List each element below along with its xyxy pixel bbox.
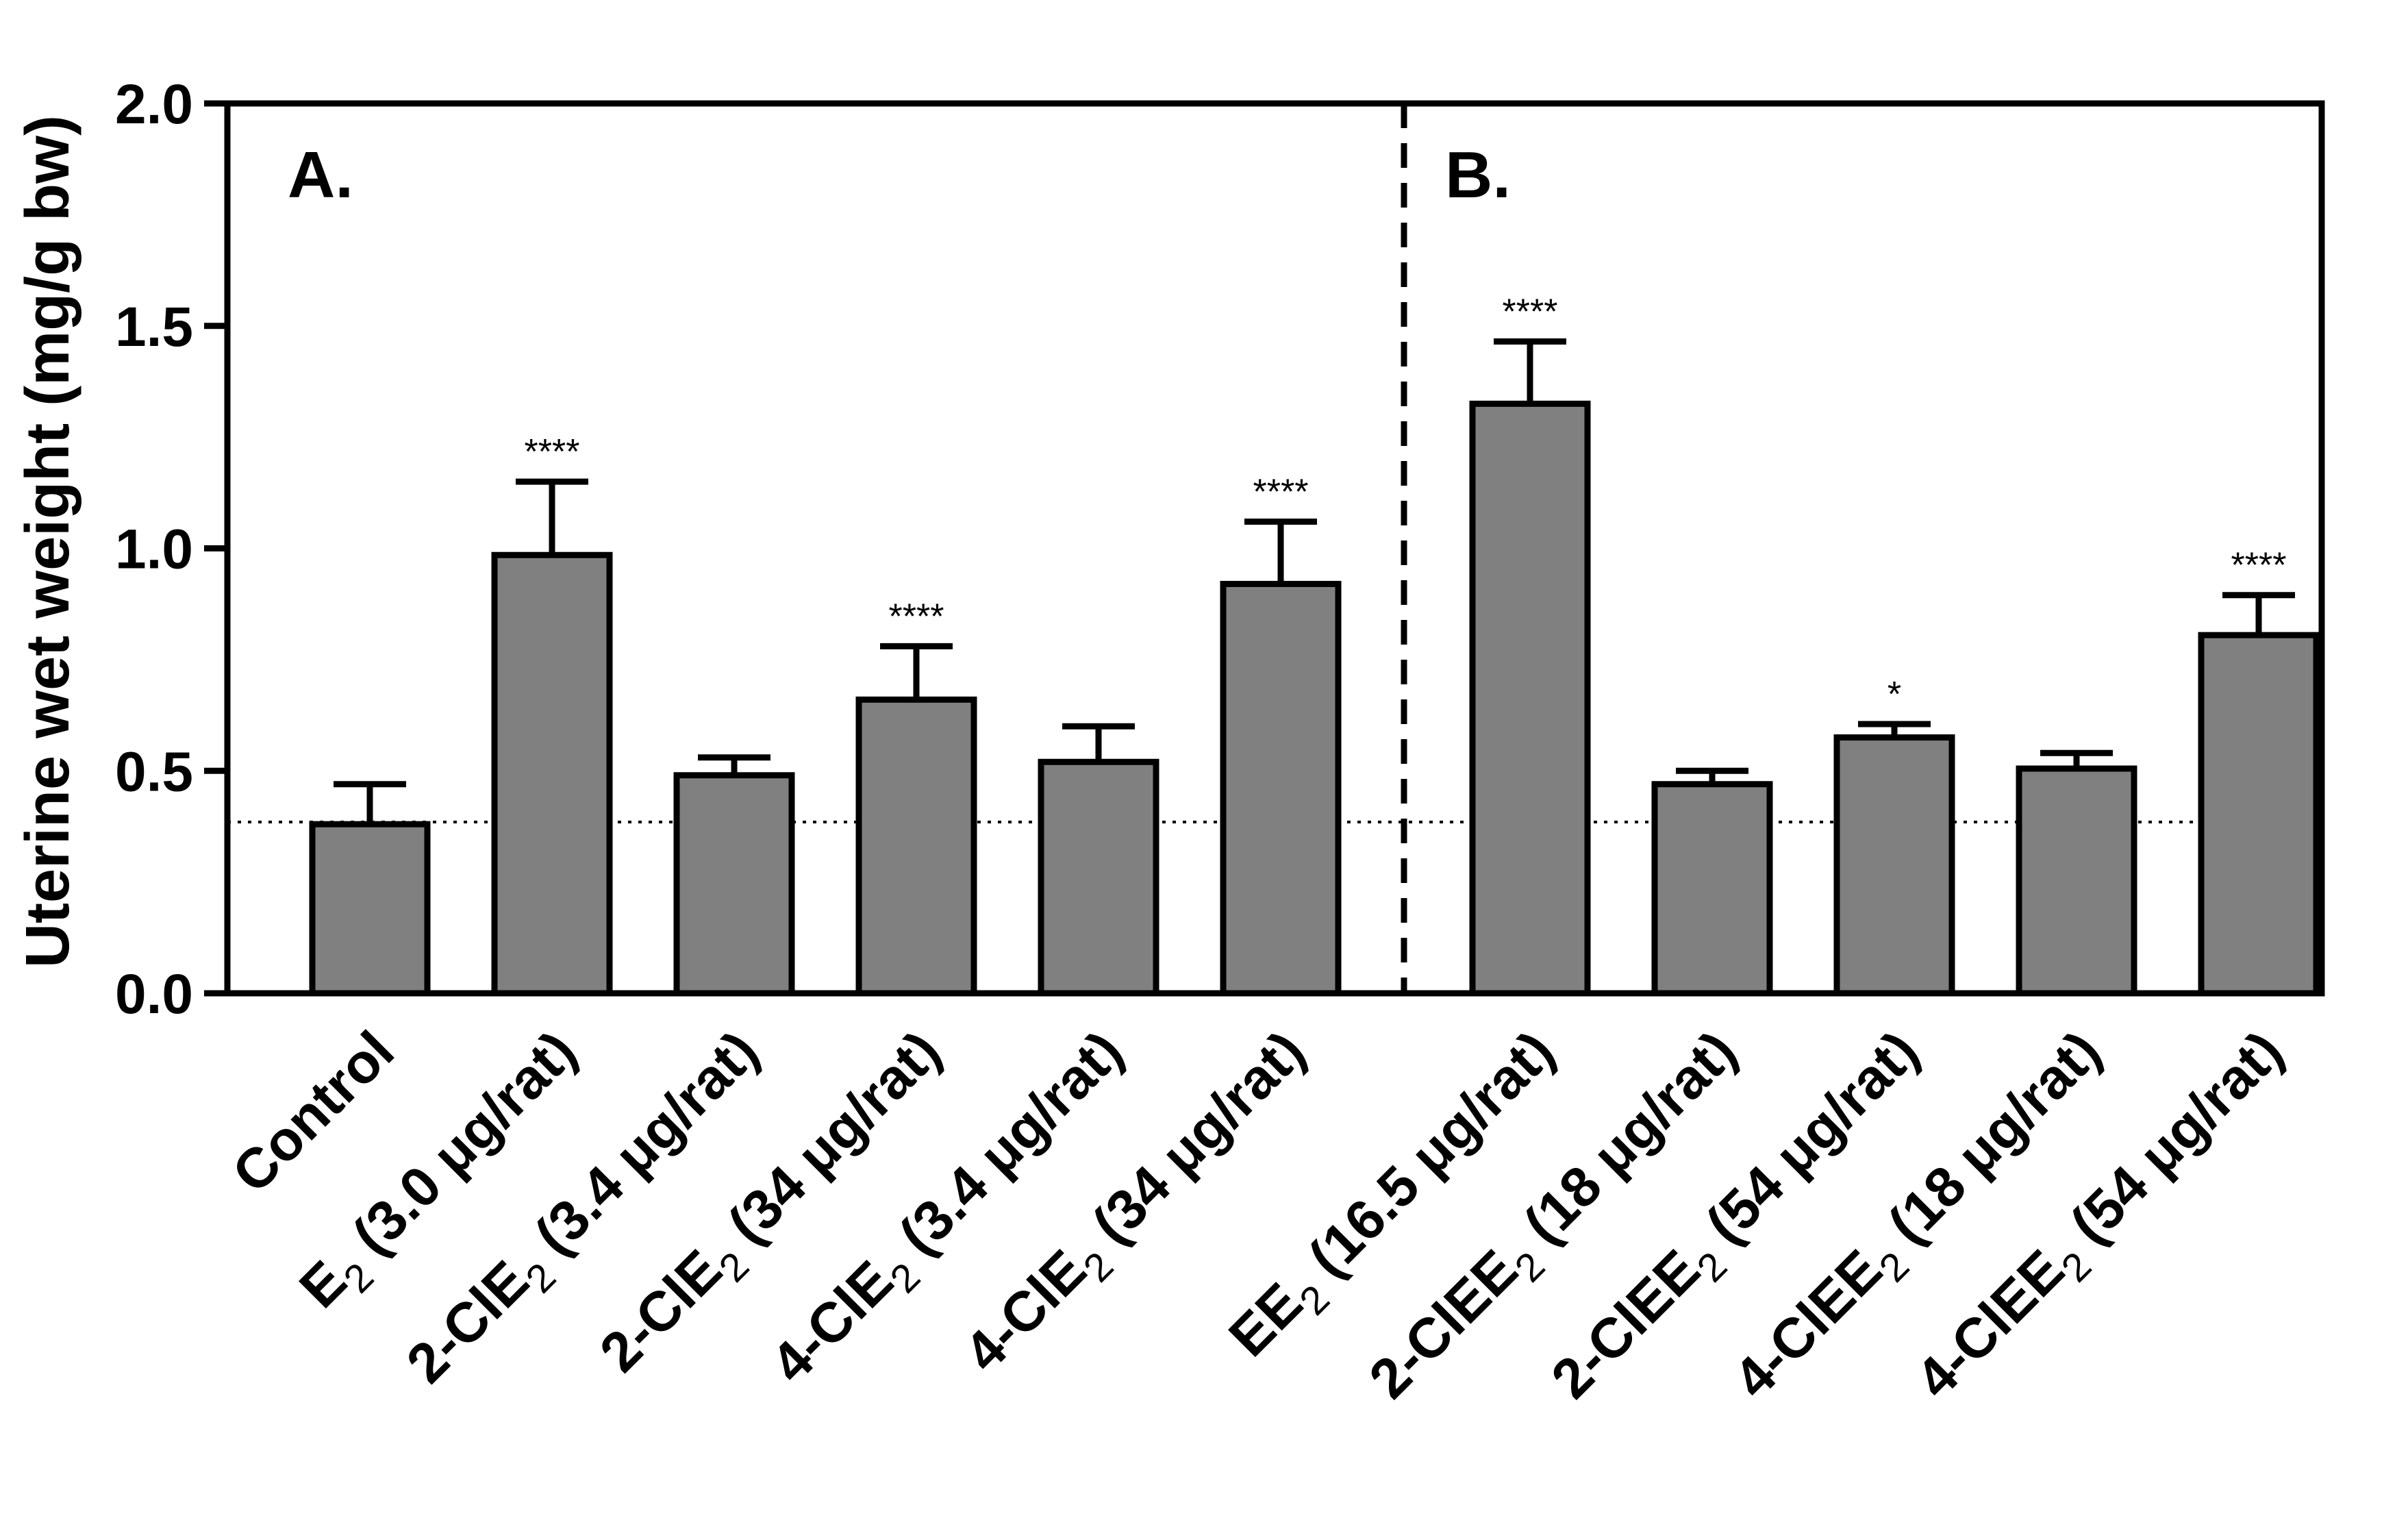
panel-label-a: A.: [288, 138, 353, 212]
y-tick-label-2: 1.0: [115, 519, 193, 581]
panel-label-b: B.: [1445, 138, 1511, 212]
y-axis-label: Uterine wet weight (mg/g bw): [14, 115, 82, 968]
significance-label-2: ****: [525, 432, 580, 472]
y-tick-label-0: 0.0: [115, 963, 193, 1025]
y-tick-label-3: 1.5: [115, 296, 193, 358]
y-tick-label-4: 2.0: [115, 73, 193, 136]
bar-10: [2016, 765, 2137, 997]
bar-7: [1469, 400, 1591, 997]
bar-4: [855, 696, 977, 997]
significance-label-4: ****: [889, 597, 944, 636]
x-tick-label-1: Control: [221, 1019, 405, 1204]
significance-label-9: *: [1887, 675, 1901, 714]
bar-1: [309, 821, 431, 997]
bar-11: [2198, 632, 2320, 997]
significance-label-6: ****: [1253, 473, 1309, 512]
x-tick-label-11: 4-ClEE2 (54 μg/rat): [1904, 1019, 2303, 1419]
bar-6: [1220, 580, 1342, 997]
significance-label-7: ****: [1503, 292, 1558, 332]
bar-5: [1038, 758, 1159, 997]
y-tick-label-1: 0.5: [115, 741, 193, 803]
bar-3: [673, 772, 795, 997]
bar-2: [491, 551, 613, 997]
bar-8: [1651, 781, 1773, 997]
bar-9: [1833, 734, 1955, 997]
significance-label-11: ****: [2231, 546, 2287, 586]
